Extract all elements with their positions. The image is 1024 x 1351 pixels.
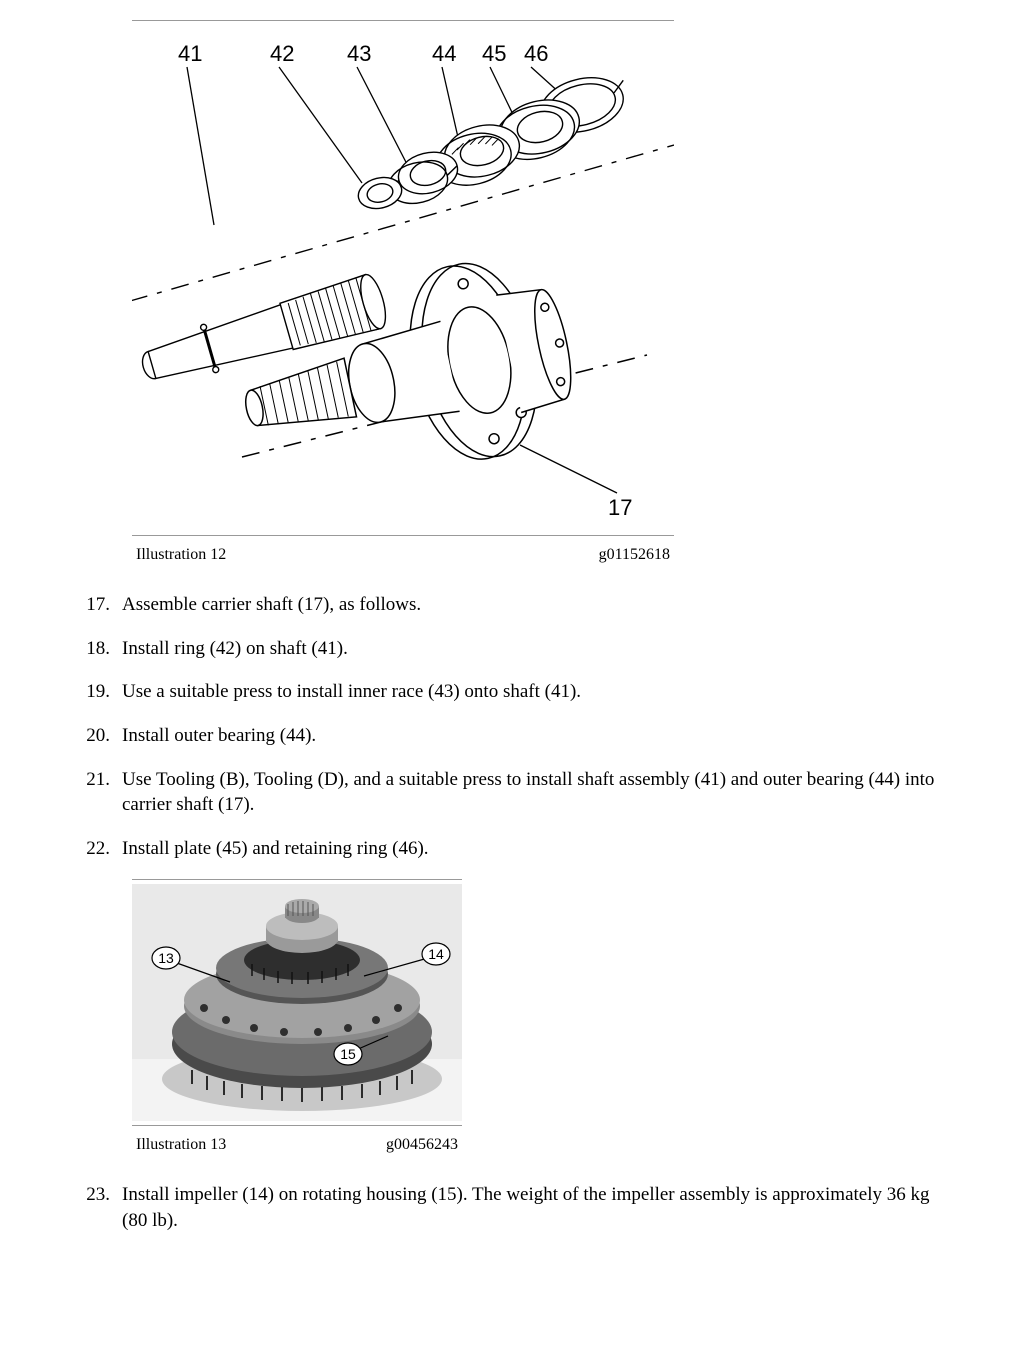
illustration-13-code: g00456243 (386, 1136, 458, 1154)
step-19: 19.Use a suitable press to install inner… (72, 679, 952, 705)
label-14: 14 (428, 946, 444, 962)
label-41: 41 (178, 41, 202, 66)
steps-list-2: 23.Install impeller (14) on rotating hou… (72, 1182, 952, 1233)
step-22: 22.Install plate (45) and retaining ring… (72, 836, 952, 862)
impeller-photo-svg: 13 14 15 (132, 884, 462, 1121)
label-45: 45 (482, 41, 506, 66)
figure-illustration-12: 41 42 43 44 45 46 17 (132, 20, 952, 564)
figure-illustration-13: 13 14 15 Illustration 13 g00456243 (132, 879, 952, 1154)
label-42: 42 (270, 41, 294, 66)
step-20: 20.Install outer bearing (44). (72, 723, 952, 749)
illustration-12-code: g01152618 (599, 546, 670, 564)
label-15: 15 (340, 1046, 356, 1062)
illustration-12-caption: Illustration 12 (136, 546, 226, 564)
label-46: 46 (524, 41, 548, 66)
step-17: 17.Assemble carrier shaft (17), as follo… (72, 592, 952, 618)
step-18: 18.Install ring (42) on shaft (41). (72, 636, 952, 662)
step-23: 23.Install impeller (14) on rotating hou… (72, 1182, 952, 1233)
label-13: 13 (158, 950, 174, 966)
label-17: 17 (608, 495, 632, 520)
exploded-diagram-svg: 41 42 43 44 45 46 17 (132, 25, 674, 531)
steps-list-1: 17.Assemble carrier shaft (17), as follo… (72, 592, 952, 861)
illustration-13-caption: Illustration 13 (136, 1136, 226, 1154)
step-21: 21.Use Tooling (B), Tooling (D), and a s… (72, 767, 952, 818)
label-44: 44 (432, 41, 456, 66)
label-43: 43 (347, 41, 371, 66)
